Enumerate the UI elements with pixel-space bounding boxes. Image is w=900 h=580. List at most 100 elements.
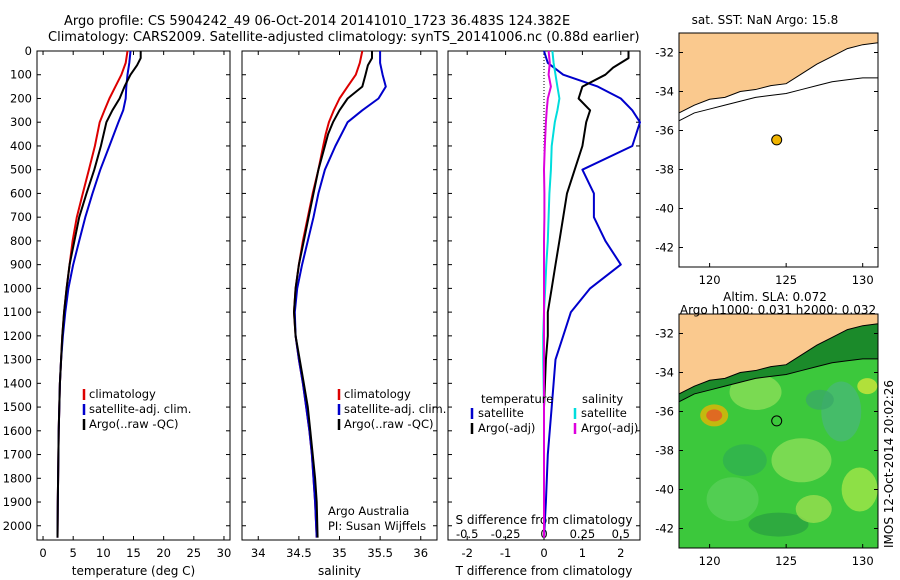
map-lat-tick-label: -32	[655, 327, 674, 341]
top-x-tick-label: 0.5	[612, 527, 630, 541]
map-lon-tick-label: 130	[852, 273, 874, 287]
x-tick-label: 0	[540, 546, 547, 560]
sla-anomaly-patch	[771, 438, 832, 483]
depth-tick-label: 300	[10, 115, 32, 129]
x-tick-label: 35.5	[367, 546, 393, 560]
land-area	[679, 314, 878, 395]
map-frame	[678, 313, 879, 549]
argo-float-marker	[771, 415, 783, 427]
legend-label: Argo(..raw -QC)	[89, 417, 179, 431]
sla-anomaly-patch	[729, 374, 782, 410]
x-tick-label: 0	[39, 546, 46, 560]
series-line-argo-raw-qc-	[293, 51, 373, 538]
depth-tick-label: 600	[10, 186, 32, 200]
x-tick-label: 10	[96, 546, 111, 560]
map-lon-tick-label: 120	[699, 273, 721, 287]
map-lat-tick-label: -32	[655, 46, 674, 60]
legend-title-salinity: salinity	[582, 392, 623, 406]
sla-map-title-line2: Argo h1000: 0.031 h2000: 0.032	[680, 303, 876, 317]
legend-label: climatology	[344, 387, 411, 401]
map-lat-tick-label: -38	[655, 163, 674, 177]
figure-title-line1: Argo profile: CS 5904242_49 06-Oct-2014 …	[64, 14, 571, 29]
depth-tick-label: 1800	[3, 471, 32, 485]
sla-anomaly-patch	[805, 389, 834, 410]
depth-tick-label: 1400	[3, 376, 32, 390]
depth-tick-label: 1100	[3, 305, 32, 319]
map-lat-tick-label: -34	[655, 85, 674, 99]
depth-tick-label: 1900	[3, 495, 32, 509]
series-line-argo-raw-qc-	[56, 51, 142, 538]
x-tick-label: 30	[217, 546, 232, 560]
map-lat-tick-label: -40	[655, 202, 674, 216]
map-lon-tick-label: 120	[699, 554, 721, 568]
depth-tick-label: 2000	[3, 519, 32, 533]
depth-tick-label: 1700	[3, 448, 32, 462]
figure-title-line2: Climatology: CARS2009. Satellite-adjuste…	[48, 30, 640, 45]
depth-tick-label: 800	[10, 234, 32, 248]
annotation-argo-australia: Argo Australia	[328, 504, 409, 518]
sla-map-title-line1: Altim. SLA: 0.072	[723, 290, 827, 304]
panel-frame-salinity	[241, 50, 438, 541]
legend-label: satellite-adj. clim.	[89, 402, 191, 416]
legend-label: satellite-adj. clim.	[344, 402, 446, 416]
panel-frame-temperature	[36, 50, 231, 541]
depth-tick-label: 900	[10, 258, 32, 272]
map-lat-tick-label: -36	[655, 405, 674, 419]
isobath-contour	[679, 77, 878, 122]
legend-label: Argo(-adj)	[478, 421, 535, 435]
series-line-temperature-satellite	[543, 50, 641, 538]
x-tick-label: -1	[500, 546, 511, 560]
depth-tick-label: 1500	[3, 400, 32, 414]
legend-label: Argo(-adj)	[581, 421, 638, 435]
map-lat-tick-label: -38	[655, 444, 674, 458]
x-axis-label: T difference from climatology	[455, 564, 633, 578]
legend-label: satellite	[581, 406, 627, 420]
depth-tick-label: 200	[10, 91, 32, 105]
depth-tick-label: 700	[10, 210, 32, 224]
x-tick-label: 35	[332, 546, 347, 560]
sla-anomaly-patch	[722, 444, 767, 477]
map-lat-tick-label: -40	[655, 483, 674, 497]
depth-tick-label: 1000	[3, 281, 32, 295]
x-tick-label: 25	[186, 546, 201, 560]
legend-title-temperature: temperature	[481, 392, 553, 406]
map-lon-tick-label: 125	[775, 554, 797, 568]
top-x-tick-label: -0.5	[456, 527, 478, 541]
x-tick-label: 1	[579, 546, 586, 560]
x-tick-label: 15	[126, 546, 141, 560]
depth-tick-label: 400	[10, 139, 32, 153]
depth-tick-label: 100	[10, 68, 32, 82]
top-x-tick-label: -0.25	[491, 527, 521, 541]
sla-anomaly-patch	[706, 477, 759, 522]
map-lon-tick-label: 130	[852, 554, 874, 568]
imos-date-label: IMOS 12-Oct-2014 20:02:26	[882, 380, 896, 548]
sla-anomaly-patch	[857, 378, 878, 395]
map-body-sst-map	[679, 33, 878, 267]
x-tick-label: 20	[156, 546, 171, 560]
depth-tick-label: 0	[25, 44, 32, 58]
sla-anomaly-patch	[706, 409, 723, 422]
sla-anomaly-patch	[841, 467, 878, 512]
map-lat-tick-label: -42	[655, 241, 674, 255]
depth-tick-label: 1300	[3, 353, 32, 367]
x-tick-label: -2	[461, 546, 472, 560]
map-lon-tick-label: 125	[775, 273, 797, 287]
land-area	[679, 33, 878, 114]
sst-map-title: sat. SST: NaN Argo: 15.8	[692, 13, 839, 27]
annotation-pi: PI: Susan Wijffels	[328, 519, 426, 533]
series-line-salinity-argo-adj-	[543, 50, 552, 538]
sla-anomaly-patch	[748, 512, 809, 537]
legend-label: satellite	[478, 406, 524, 420]
legend-label: Argo(..raw -QC)	[344, 417, 434, 431]
x-tick-label: 5	[70, 546, 77, 560]
map-body-sla-map	[679, 314, 878, 548]
map-lat-tick-label: -34	[655, 366, 674, 380]
x-tick-label: 34.5	[286, 546, 312, 560]
map-lat-tick-label: -36	[655, 124, 674, 138]
map-frame	[678, 32, 879, 268]
sla-anomaly-patch	[821, 381, 862, 442]
x-axis-label: temperature (deg C)	[72, 564, 195, 578]
map-lat-tick-label: -42	[655, 522, 674, 536]
sla-anomaly-patch	[795, 495, 832, 523]
